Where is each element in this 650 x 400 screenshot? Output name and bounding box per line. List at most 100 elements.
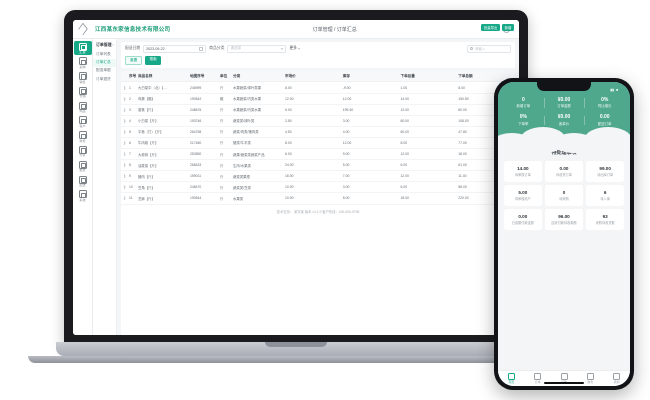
table-row[interactable]: ❯ 4 小白菜【斤】 193746 斤蔬菜类/绿叶类 2.50 3.00 60.00 108.0…: [121, 115, 515, 127]
filter-panel: 配送日期 2023-09-22 商品分类 请选择: [121, 42, 515, 69]
col-code: 地图序号: [189, 71, 219, 83]
pending-card[interactable]: 0.00 待收货订单: [545, 161, 583, 182]
more-filters-toggle[interactable]: 更多: [289, 46, 301, 51]
pending-card[interactable]: 96.00 应收付款待收款额: [545, 209, 583, 230]
chevron-right-icon[interactable]: ❯: [121, 137, 128, 150]
col-market-price: 市场价: [284, 71, 342, 83]
chevron-right-icon[interactable]: ❯: [121, 115, 128, 127]
warehouse-icon: [78, 86, 87, 95]
table-cell: 豆角【斤】: [137, 181, 189, 194]
data-table-wrapper: 序号 商品名称 地图序号 单位 分类 市场价 库存 下单总量 下单总额: [121, 71, 515, 335]
table-cell: 60.00: [457, 104, 515, 116]
sidebar-item-label: 仓储: [79, 94, 86, 99]
table-row[interactable]: ❯ 11 芝麻【斤】 190544 斤水果类 10.00 8.00 18.00 220.00: [121, 192, 515, 205]
reset-button[interactable]: 重置: [125, 55, 143, 66]
sidebar-item-warehouse[interactable]: 仓储: [74, 85, 92, 99]
col-category: 分类: [232, 71, 284, 83]
chevron-right-icon[interactable]: ❯: [121, 170, 128, 183]
menu-item-order-list[interactable]: 订单列表: [96, 52, 111, 57]
table-row[interactable]: ❯ 9 猪肉【斤】 159011 斤蔬菜类果根 16.00 7.00 12.00 11.40: [121, 170, 515, 183]
search-icon: [470, 47, 474, 51]
pending-card[interactable]: 0.00 已逾期付款金额: [504, 209, 542, 230]
pending-card[interactable]: 5.00 待审核用户: [504, 185, 542, 206]
sidebar-item-report[interactable]: 报表: [74, 159, 92, 173]
pending-card[interactable]: 99.00 待出库订单: [586, 161, 624, 182]
pending-card-value: 14.00: [517, 166, 529, 172]
cloud-decoration: [498, 127, 630, 154]
table-cell: 4.50: [284, 126, 342, 138]
sidebar-item-finance[interactable]: 财务: [74, 130, 92, 144]
chevron-right-icon[interactable]: ❯: [121, 148, 128, 161]
pending-card[interactable]: 6 待入库: [586, 185, 624, 206]
table-row[interactable]: ❯ 3 香蕉【斤】 248676 斤水果蔬菜/内类水果 5.00 199.40 12.00 60…: [121, 104, 515, 116]
nav-item-finance[interactable]: 财务: [577, 372, 603, 384]
stat-delivery-orders[interactable]: 0.00 配送订单: [584, 112, 625, 130]
category-select[interactable]: 请选择: [227, 45, 287, 53]
sidebar-item-goods[interactable]: 商品: [74, 100, 92, 114]
table-cell: 油麦菜【斤】: [137, 159, 189, 172]
table-cell: 斤: [219, 181, 232, 194]
chevron-right-icon[interactable]: ❯: [121, 181, 128, 194]
stat-order-rate[interactable]: 0% 下单率: [503, 112, 544, 130]
collapse-icon[interactable]: «: [112, 43, 114, 47]
col-expand: [121, 71, 128, 83]
table-cell: 253550: [189, 148, 219, 161]
pending-card[interactable]: 14.00 待审核订单: [504, 161, 542, 182]
table-row[interactable]: ❯ 2 鸡蛋【箱】 190542 箱水果蔬菜/内类水果 12.00 12.00 14.00 15…: [121, 93, 515, 105]
table-cell: 水果蔬菜/内类水果: [232, 93, 284, 105]
table-row[interactable]: ❯ 6 牛肉卷【斤】 217480 斤猪类/牛羊类 8.00 12.00 8.00 77.00: [121, 137, 515, 150]
pending-card-label: 已逾期付款金额: [511, 220, 534, 225]
add-button[interactable]: 新增: [502, 23, 514, 31]
sidebar-item-summary[interactable]: 汇总: [73, 41, 92, 56]
sidebar-item-analysis[interactable]: 分析: [74, 144, 92, 158]
chevron-right-icon[interactable]: ❯: [121, 93, 128, 105]
chevron-right-icon[interactable]: ❯: [121, 104, 128, 116]
stat-avg-price[interactable]: ¥0.00 客单价: [543, 112, 585, 130]
menu-item-delivery-doc[interactable]: 配送单据: [96, 68, 111, 73]
pending-card[interactable]: 0 待采购: [545, 185, 583, 206]
table-row[interactable]: ❯ 8 油麦菜【斤】 268433 斤生肉/水果类 24.00 5.00 6.00 61.00: [121, 159, 515, 172]
table-cell: 猪类/牛羊类: [232, 137, 284, 150]
home-button[interactable]: [73, 22, 93, 36]
table-cell: 12.00: [399, 148, 458, 161]
stat-new-orders[interactable]: 0 新增订单: [503, 94, 544, 112]
col-index: 序号: [128, 71, 137, 83]
table-row[interactable]: ❯ 5 平鱼（打）【斤】 264758 斤蔬菜/肉类/猪肉类 4.50 4.00 60.00 4…: [121, 126, 515, 138]
menu-item-order-return[interactable]: 订单退货: [96, 76, 111, 81]
nav-item-home[interactable]: 首页: [498, 372, 524, 384]
table-cell: 8.00: [399, 137, 458, 150]
sidebar-item-purchase[interactable]: 采购: [74, 56, 92, 70]
pending-card[interactable]: 93 采购待收货数: [586, 209, 624, 230]
dashboard-icon: [78, 42, 87, 51]
batch-export-button[interactable]: 批量导出: [481, 23, 501, 31]
phone-stats-row-1: 0 新增订单 ¥0.00 订单金额 0% 同比增长: [503, 94, 625, 112]
sidebar-item-sales[interactable]: 销售: [74, 71, 92, 85]
table-row[interactable]: ❯ 7 大蒜蒜【斤】 253550 斤蔬果/蔬菜类蔬菜产品 6.00 9.00 12.00 18…: [121, 148, 515, 161]
table-row[interactable]: ❯ 1 大白菜中（北）【… 246999 斤水果蔬菜/绿叶类果 8.00 -9.00 1.00…: [121, 81, 515, 94]
pending-cards-grid: 14.00 待审核订单 0.00 待收货订单 99.00 待出库订单 5.00 待审核用户 0 待…: [504, 161, 624, 230]
menu-item-order-summary[interactable]: 订单汇总: [93, 58, 116, 67]
sidebar-item-customer[interactable]: 客户: [74, 115, 92, 129]
stat-order-amount[interactable]: ¥0.00 订单金额: [543, 94, 585, 112]
date-input[interactable]: 2023-09-22: [143, 45, 207, 53]
table-row[interactable]: ❯ 10 豆角【斤】 248470 斤蔬菜类/豆类 10.00 3.00 6.00 58.00: [121, 181, 515, 194]
table-body: ❯ 1 大白菜中（北）【… 246999 斤水果蔬菜/绿叶类果 8.00 -9.00 1.00…: [121, 81, 515, 205]
table-cell: 牛肉卷【斤】: [137, 137, 189, 150]
search-input[interactable]: 请输入: [467, 45, 511, 53]
nav-item-orders[interactable]: 订单: [524, 372, 550, 385]
stat-growth[interactable]: 0% 同比增长: [584, 94, 625, 112]
chevron-right-icon[interactable]: ❯: [121, 159, 128, 172]
pending-card-value: 0.00: [518, 214, 528, 220]
table-cell: 16.00: [284, 170, 342, 183]
chevron-right-icon[interactable]: ❯: [121, 192, 128, 205]
pending-card-label: 待入库: [600, 196, 610, 201]
nav-item-profile[interactable]: 我的: [604, 372, 630, 384]
search-button[interactable]: 搜索: [145, 55, 161, 66]
sidebar-item-system[interactable]: 系统: [74, 189, 92, 203]
chevron-right-icon[interactable]: ❯: [121, 81, 128, 94]
table-cell: 斤: [219, 126, 232, 138]
sidebar-item-delivery[interactable]: 配送: [74, 174, 92, 188]
nav-item-label: 订单: [534, 380, 541, 385]
filter-row: 配送日期 2023-09-22 商品分类 请选择: [125, 45, 511, 53]
chevron-right-icon[interactable]: ❯: [121, 126, 128, 138]
